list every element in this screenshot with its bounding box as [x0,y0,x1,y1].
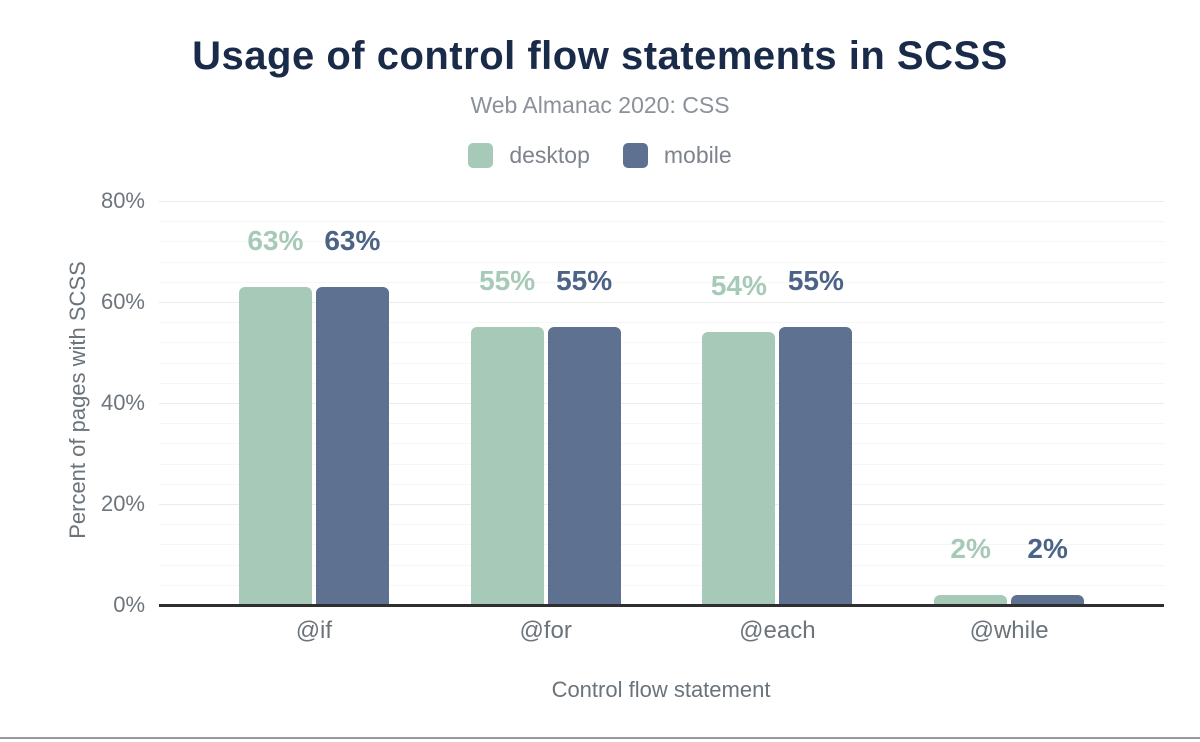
bar-value-label-desktop-while: 2% [950,532,991,564]
bar-mobile-each[interactable] [779,327,853,605]
category-label-each: @each [739,617,816,644]
bar-mobile-while[interactable] [1011,594,1085,605]
y-tick-label: 80% [100,188,145,213]
bar-desktop-for[interactable] [470,327,544,605]
desktop-swatch-icon [468,143,494,168]
y-tick-label: 40% [100,390,145,415]
gridline-minor [159,382,1164,384]
y-tick-label: 60% [100,289,145,314]
gridline-minor [159,241,1164,243]
gridline-minor [159,483,1164,485]
bar-value-label-desktop-each: 54% [710,270,767,302]
gridline-minor [159,362,1164,364]
y-tick-label: 20% [100,491,145,516]
gridline-minor [159,524,1164,526]
chart-subtitle: Web Almanac 2020: CSS [470,92,730,118]
gridline-minor [159,463,1164,465]
gridline-minor [159,423,1164,425]
category-label-while: @while [969,617,1049,644]
plot-area: 63% 63% 55% 55% 54% 55% 2% 2% [159,201,1164,605]
bar-value-label-mobile-while: 2% [1027,532,1068,564]
bar-mobile-for[interactable] [547,327,621,605]
bar-value-label-mobile-each: 55% [787,265,844,297]
gridline-minor [159,261,1164,263]
bar-desktop-if[interactable] [238,286,312,605]
x-axis-title: Control flow statement [551,677,771,702]
bottom-rule [0,737,1200,739]
bar-desktop-each[interactable] [702,332,776,605]
y-tick-label: 0% [113,592,145,617]
bar-desktop-while[interactable] [934,594,1008,605]
mobile-swatch-icon [622,143,648,168]
gridline-minor [159,443,1164,445]
category-label-for: @for [519,617,572,644]
legend-item-mobile: mobile [622,142,732,169]
gridline-minor [159,342,1164,344]
bar-value-label-mobile-if: 63% [324,224,381,256]
bar-value-label-desktop-if: 63% [247,224,304,256]
gridline-minor [159,564,1164,566]
legend-label-mobile: mobile [663,142,732,168]
legend: desktop mobile [0,142,1200,169]
gridline-major [159,201,1164,202]
bar-mobile-if[interactable] [315,286,389,605]
gridline-minor [159,281,1164,283]
bar-value-label-desktop-for: 55% [479,265,536,297]
x-axis-line [159,604,1164,607]
gridline-minor [159,584,1164,586]
legend-item-desktop: desktop [468,142,590,169]
gridline-major [159,403,1164,404]
gridline-major [159,302,1164,303]
gridline-minor [159,221,1164,223]
gridline-major [159,504,1164,505]
bar-value-label-mobile-for: 55% [556,265,613,297]
gridline-minor [159,322,1164,324]
category-label-if: @if [295,617,333,644]
gridline-minor [159,544,1164,546]
chart-title: Usage of control flow statements in SCSS [192,34,1008,78]
legend-label-desktop: desktop [509,142,590,168]
